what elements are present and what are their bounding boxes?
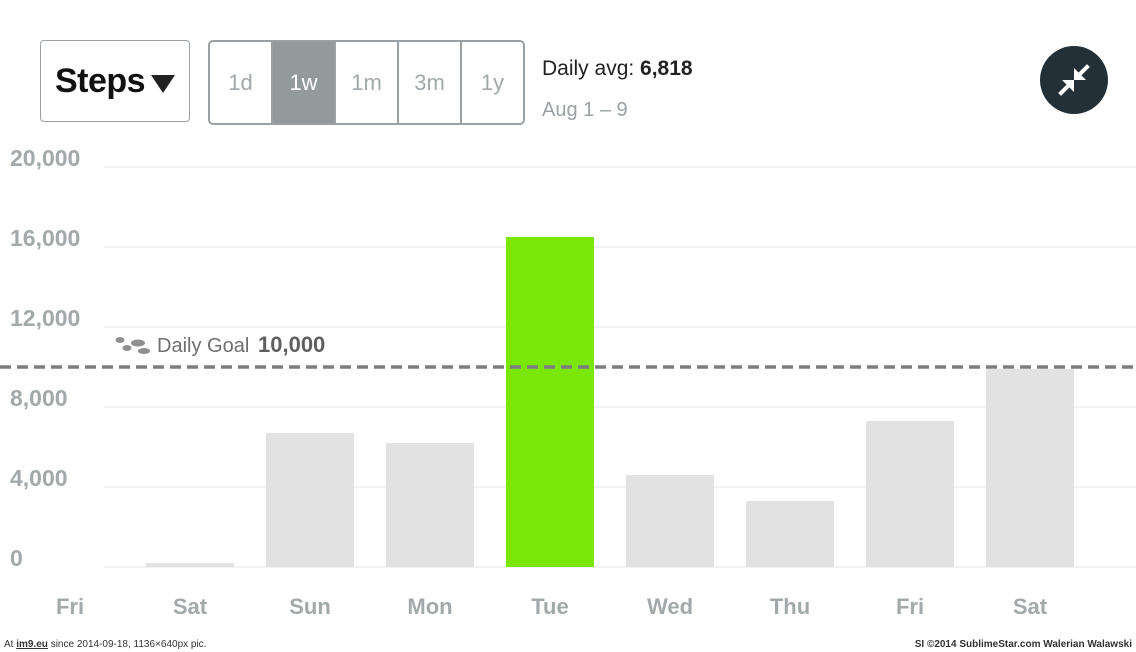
steps-chart: 20,000 16,000 12,000 8,000 4,000 0 Fri Sat Sun Mo…: [0, 145, 1136, 619]
bar: [986, 369, 1074, 567]
bar: [506, 237, 594, 567]
range-1m-button[interactable]: 1m: [336, 42, 399, 123]
range-3m-button[interactable]: 3m: [399, 42, 462, 123]
footer-credit-right: SI ©2014 SublimeStar.com Walerian Walaws…: [914, 639, 1132, 650]
metric-dropdown[interactable]: Steps: [40, 40, 190, 122]
x-tick-label: Mon: [407, 594, 452, 619]
bar: [626, 475, 714, 567]
date-range: Aug 1 – 9: [542, 99, 628, 121]
bar: [266, 433, 354, 567]
daily-average-value: 6,818: [640, 57, 693, 80]
y-tick-label: 16,000: [10, 225, 80, 251]
x-tick-label: Fri: [896, 594, 924, 619]
x-tick-label: Sat: [1013, 594, 1048, 619]
y-tick-label: 12,000: [10, 305, 80, 331]
collapse-arrows-icon: [1058, 64, 1090, 96]
x-tick-label: Sat: [173, 594, 208, 619]
bar: [386, 443, 474, 567]
bar: [746, 501, 834, 567]
range-1d-button[interactable]: 1d: [210, 42, 273, 123]
caret-down-icon: [151, 75, 176, 93]
x-tick-label: Tue: [531, 594, 568, 619]
bar: [866, 421, 954, 567]
footer-link[interactable]: im9.eu: [16, 639, 48, 650]
x-tick-label: Fri: [56, 594, 84, 619]
y-tick-label: 0: [10, 545, 23, 571]
y-tick-label: 4,000: [10, 465, 68, 491]
footer-suffix: since 2014-09-18, 1136×640px pic.: [50, 639, 207, 650]
footsteps-icon: [115, 337, 150, 354]
metric-label: Steps: [54, 61, 146, 100]
range-1y-button[interactable]: 1y: [480, 69, 505, 95]
daily-average-label: Daily avg:: [542, 57, 635, 80]
daily-average: Daily avg: 6,818: [542, 57, 693, 81]
x-tick-label: Wed: [647, 594, 693, 619]
y-tick-label: 20,000: [10, 145, 80, 171]
goal-label: Daily Goal: [157, 335, 249, 357]
footer-credit-left: At im9.eu since 2014-09-18, 1136×640px p…: [4, 639, 206, 650]
x-tick-label: Sun: [289, 594, 331, 619]
goal-value: 10,000: [258, 332, 325, 357]
x-tick-label: Thu: [770, 594, 810, 619]
collapse-button[interactable]: [1040, 46, 1108, 114]
y-tick-label: 8,000: [10, 385, 68, 411]
footer-prefix: At: [4, 639, 14, 650]
range-selector: 1d 1w 1m 3m 1y: [208, 40, 525, 125]
bar: [146, 563, 234, 567]
range-1w-button[interactable]: 1w: [273, 42, 336, 123]
